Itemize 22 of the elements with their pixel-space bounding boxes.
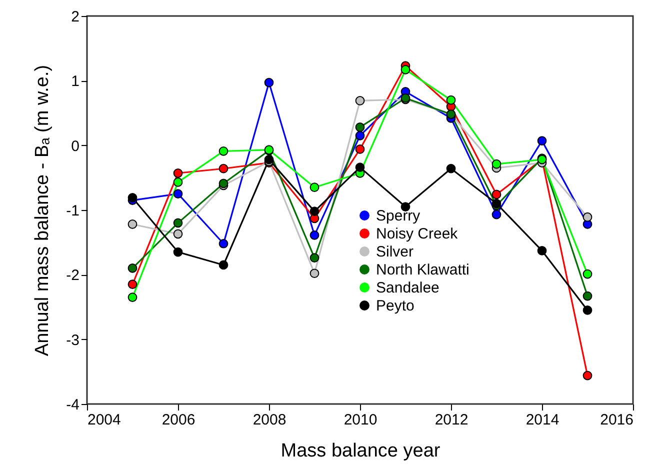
y-tick-label: -3: [66, 332, 80, 349]
y-tick-label: -2: [66, 267, 80, 284]
y-tick-label: 2: [71, 8, 80, 26]
x-axis-title: Mass balance year: [280, 440, 441, 462]
y-axis-title: Annual mass balance - Bₐ (m w.e.): [32, 64, 54, 356]
y-tick-label: 1: [71, 73, 80, 90]
legend-label: Peyto: [376, 298, 414, 314]
legend-label: Sandalee: [376, 280, 440, 296]
legend-label: North Klawatti: [376, 262, 470, 278]
x-tick-label: 2008: [252, 412, 286, 428]
x-tick-label: 2006: [162, 412, 196, 428]
x-tick-label: 2016: [600, 412, 634, 428]
legend-label: Silver: [376, 244, 414, 260]
y-tick-label: -4: [66, 396, 80, 414]
legend-label: Sperry: [376, 208, 421, 224]
x-tick-label: 2010: [344, 412, 378, 428]
y-tick-label: 0: [71, 138, 80, 155]
x-tick-label: 2004: [88, 412, 121, 428]
y-tick-label: -1: [66, 202, 80, 220]
legend-label: Noisy Creek: [376, 226, 458, 242]
x-tick-label: 2012: [434, 412, 468, 428]
x-tick-label: 2014: [526, 412, 560, 428]
